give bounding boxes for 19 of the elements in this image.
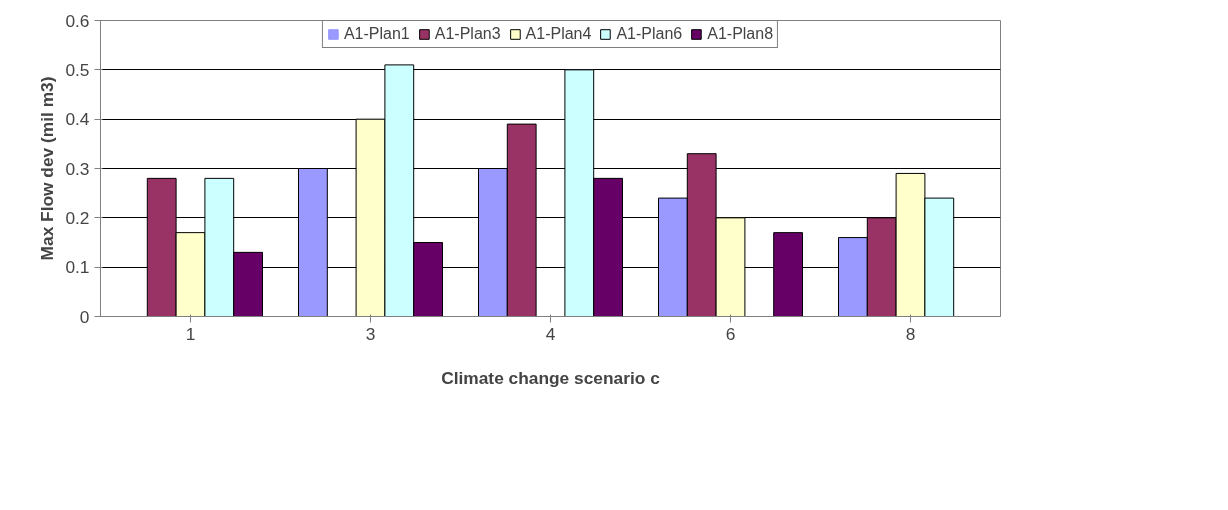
legend-label: A1-Plan8 xyxy=(707,25,774,43)
x-tick-label: 6 xyxy=(725,323,736,344)
x-tick-label: 3 xyxy=(365,323,376,344)
x-axis-title: Climate change scenario c xyxy=(441,367,661,388)
legend-label: A1-Plan1 xyxy=(343,25,410,43)
y-tick-label: 0.5 xyxy=(65,59,90,80)
y-tick-label: 0.6 xyxy=(65,10,90,31)
legend-label: A1-Plan4 xyxy=(525,25,592,43)
y-tick-label: 0.1 xyxy=(65,257,90,278)
legend-label: A1-Plan3 xyxy=(434,25,501,43)
y-tick-label: 0.3 xyxy=(65,158,90,179)
y-tick-label: 0 xyxy=(79,306,90,327)
x-tick-label: 1 xyxy=(185,323,196,344)
y-axis-title: Max Flow dev (mil m3) xyxy=(37,76,58,261)
y-tick-label: 0.2 xyxy=(65,207,90,228)
x-tick-label: 8 xyxy=(905,323,916,344)
x-tick-label: 4 xyxy=(545,323,556,344)
y-tick-label: 0.4 xyxy=(65,109,90,130)
legend-label: A1-Plan6 xyxy=(616,25,683,43)
